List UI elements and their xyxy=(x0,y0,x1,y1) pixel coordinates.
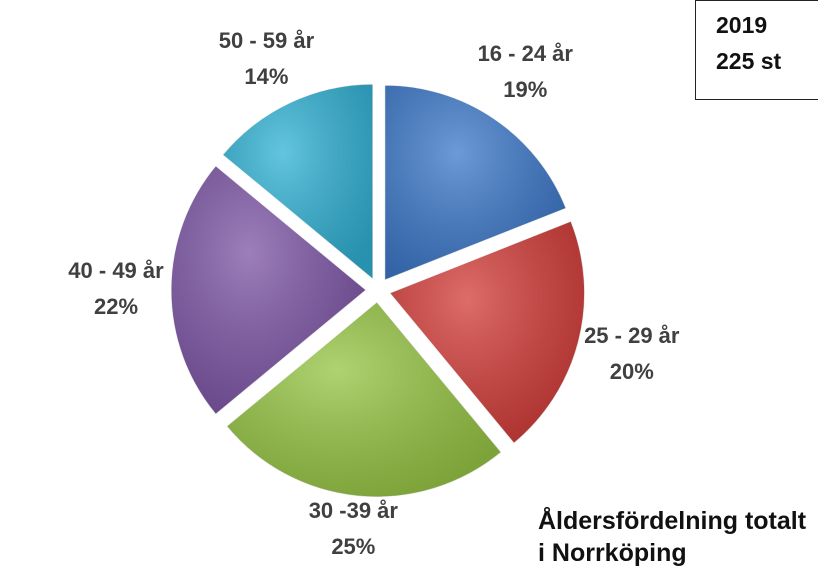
info-box: 2019 225 st xyxy=(695,0,818,100)
slice-shade xyxy=(170,165,366,415)
category-label: 30 -39 år xyxy=(309,498,399,523)
annotation: 2019 xyxy=(716,12,768,38)
slice-shade xyxy=(389,221,585,444)
slice-shade xyxy=(384,85,567,281)
value-label: 25% xyxy=(331,534,375,559)
slice-shade xyxy=(226,301,502,497)
chart-title: Åldersfördelning totalt i Norrköping xyxy=(538,507,807,567)
category-label: 25 - 29 år xyxy=(584,323,680,348)
value-label: 19% xyxy=(503,77,547,102)
category-label: 40 - 49 år xyxy=(68,258,164,283)
slice-shade xyxy=(222,84,373,280)
category-label: 16 - 24 år xyxy=(478,41,574,66)
annotation: 225 st xyxy=(716,48,782,74)
value-label: 20% xyxy=(610,359,654,384)
value-label: 14% xyxy=(244,64,288,89)
value-label: 22% xyxy=(94,294,138,319)
category-label: 50 - 59 år xyxy=(219,28,315,53)
